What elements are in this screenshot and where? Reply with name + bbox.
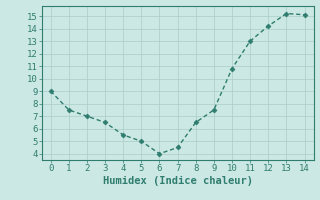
X-axis label: Humidex (Indice chaleur): Humidex (Indice chaleur) — [103, 176, 252, 186]
